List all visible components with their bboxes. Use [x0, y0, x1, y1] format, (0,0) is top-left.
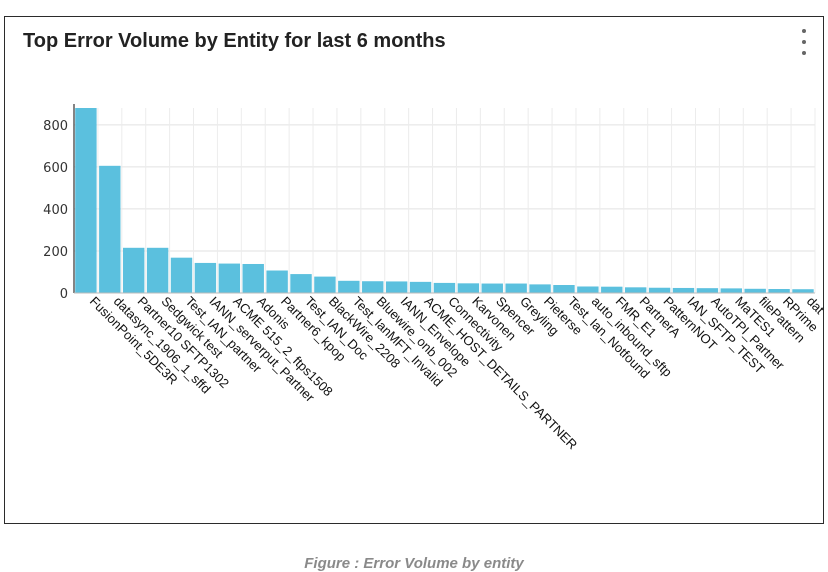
bar[interactable] [218, 263, 241, 293]
y-tick-label: 400 [43, 203, 68, 218]
bar[interactable] [433, 282, 456, 293]
bar[interactable] [696, 288, 719, 293]
bar[interactable] [290, 274, 312, 293]
bar[interactable] [792, 289, 814, 293]
bar[interactable] [338, 280, 360, 293]
bar[interactable] [409, 281, 432, 293]
bar[interactable] [601, 286, 623, 293]
y-tick-label: 200 [43, 245, 68, 260]
kebab-dot [802, 51, 806, 55]
bar[interactable] [385, 281, 408, 293]
bar[interactable] [768, 289, 790, 293]
bar[interactable] [529, 284, 551, 293]
bar[interactable] [481, 283, 503, 293]
bar[interactable] [194, 262, 217, 293]
bar[interactable] [648, 287, 671, 293]
bar[interactable] [672, 287, 695, 293]
bar[interactable] [457, 283, 480, 293]
bar[interactable] [242, 263, 264, 293]
bar[interactable] [505, 283, 527, 293]
bar[interactable] [146, 247, 169, 293]
card-title: Top Error Volume by Entity for last 6 mo… [23, 30, 446, 52]
y-tick-label: 600 [43, 161, 68, 176]
figure-caption: Figure : Error Volume by entity [304, 555, 524, 572]
bar[interactable] [99, 165, 121, 293]
bar[interactable] [624, 287, 647, 293]
bar[interactable] [362, 281, 384, 293]
bar[interactable] [720, 288, 742, 293]
bar[interactable] [123, 247, 145, 293]
y-tick-label: 0 [60, 287, 68, 302]
kebab-menu-icon[interactable] [799, 29, 809, 55]
bar[interactable] [553, 285, 575, 293]
bar[interactable] [314, 276, 336, 293]
bar-chart: 0200400600800FusionPoint_5DE3Rdatasync_1… [43, 104, 828, 452]
kebab-dot [802, 29, 806, 33]
kebab-dot [802, 40, 806, 44]
bar[interactable] [577, 286, 599, 293]
bar[interactable] [266, 270, 288, 293]
bar[interactable] [75, 108, 97, 293]
bar[interactable] [744, 288, 766, 293]
y-tick-label: 800 [43, 119, 68, 134]
bar[interactable] [170, 257, 193, 293]
